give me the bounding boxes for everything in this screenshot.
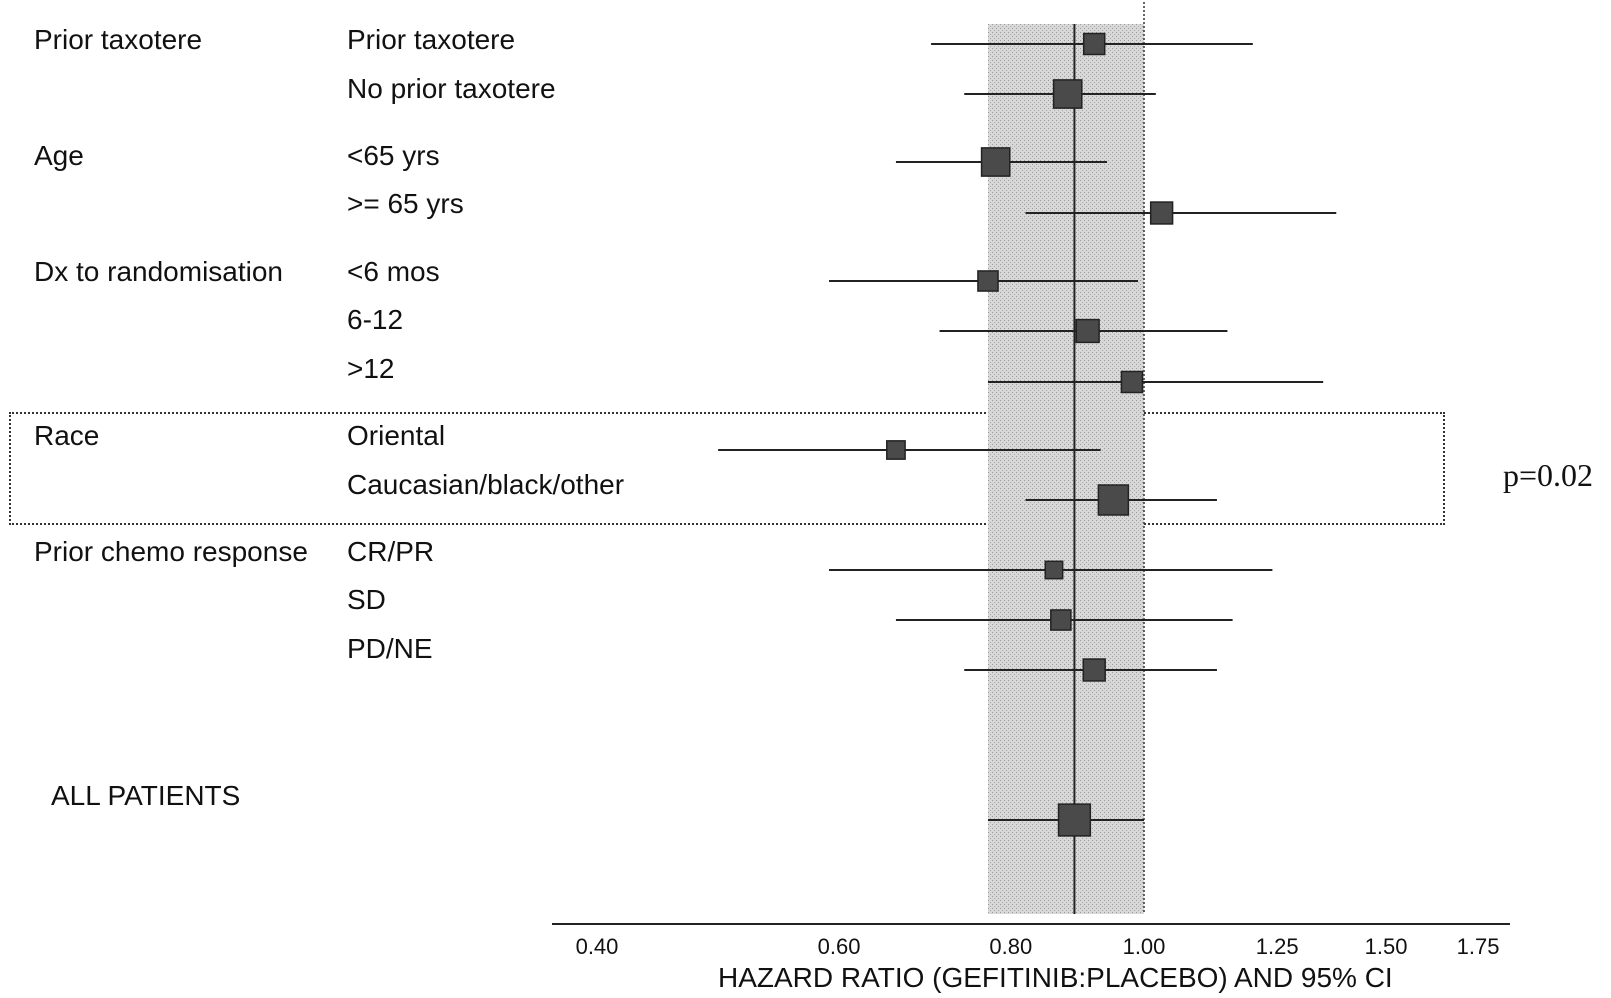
hr-marker-6-12 — [1075, 318, 1100, 344]
group-label-age: Age — [34, 140, 84, 171]
group-label-prior-taxotere: Prior taxotere — [34, 24, 203, 55]
row-label-caucasian-black-other: Caucasian/black/other — [347, 469, 625, 500]
hr-marker-cr-pr — [1044, 560, 1064, 580]
hr-marker-65-yrs — [1149, 201, 1174, 225]
row-label-over-12: >12 — [347, 353, 395, 384]
hr-marker-pd-ne — [1082, 658, 1106, 682]
row-label-cr-pr: CR/PR — [347, 536, 435, 567]
x-axis-label: HAZARD RATIO (GEFITINIB:PLACEBO) AND 95%… — [718, 962, 1393, 993]
x-tick-label-0-40: 0.40 — [576, 934, 619, 959]
hr-marker-caucasian-black-other — [1097, 484, 1130, 516]
hr-marker-12 — [1120, 370, 1144, 394]
hr-marker-65-yrs — [980, 147, 1011, 177]
row-label-no-prior-taxotere: No prior taxotere — [347, 73, 556, 104]
row-label-prior-taxotere: Prior taxotere — [347, 24, 516, 55]
group-label-prior-chemo-response: Prior chemo response — [34, 536, 308, 567]
row-label-6-12: 6-12 — [347, 304, 404, 335]
x-tick-label-0-60: 0.60 — [818, 934, 861, 959]
hr-marker-sd — [1050, 609, 1072, 631]
hr-marker-no-prior-taxotere — [1052, 79, 1083, 109]
x-tick-label-1-00: 1.00 — [1123, 934, 1166, 959]
hr-marker-prior-taxotere — [1082, 32, 1106, 56]
p-value-annotation: p=0.02 — [1503, 457, 1594, 493]
x-tick-label-1-75: 1.75 — [1457, 934, 1500, 959]
row-label-65-plus: >= 65 yrs — [347, 188, 464, 219]
row-label-under-65: <65 yrs — [347, 140, 440, 171]
row-label-all-patients: ALL PATIENTS — [51, 780, 241, 811]
group-label-race: Race — [34, 420, 100, 451]
race-highlight-box — [9, 412, 1445, 525]
x-tick-label-0-80: 0.80 — [989, 934, 1032, 959]
row-label-oriental: Oriental — [347, 420, 446, 451]
hr-marker-6-mos — [977, 270, 999, 292]
x-tick-label-1-50: 1.50 — [1365, 934, 1408, 959]
row-label-under-6-mos: <6 mos — [347, 256, 440, 287]
x-tick-label-1-25: 1.25 — [1256, 934, 1299, 959]
hr-marker-all-patients — [1057, 803, 1092, 837]
group-label-dx-to-randomisation: Dx to randomisation — [34, 256, 284, 287]
row-label-sd: SD — [347, 584, 386, 615]
row-label-pd-ne: PD/NE — [347, 633, 433, 664]
hr-marker-oriental — [886, 440, 906, 460]
overall-ci-band — [987, 24, 1144, 914]
